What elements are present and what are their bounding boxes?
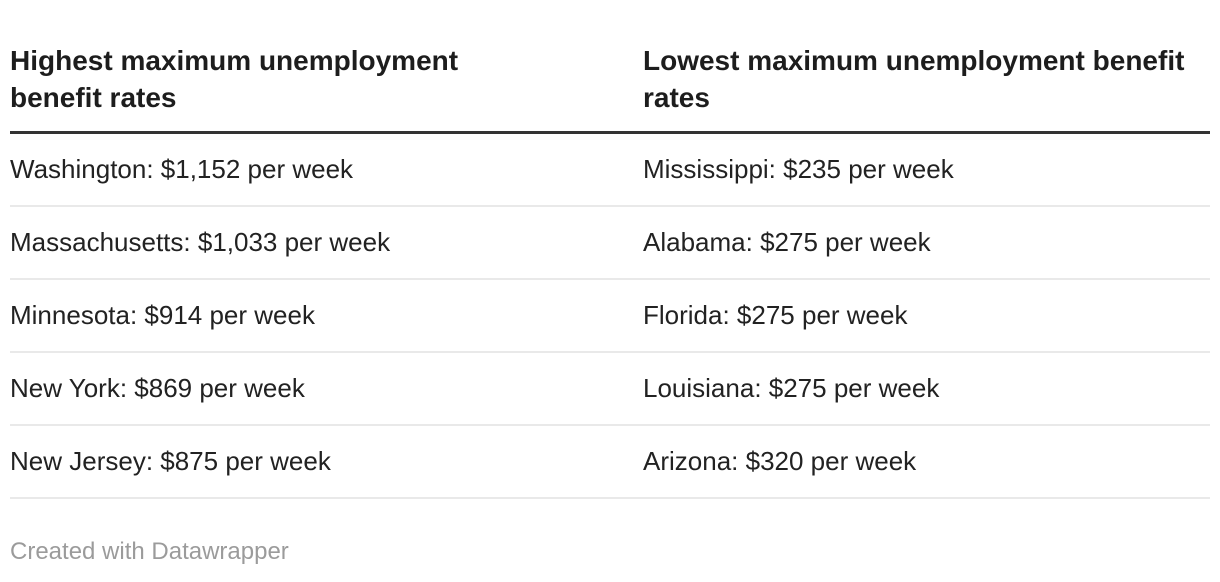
table-row: New York: $869 per week Louisiana: $275 …	[10, 353, 1210, 426]
benefit-rates-table: Highest maximum unemployment benefit rat…	[10, 0, 1210, 565]
table-row: Minnesota: $914 per week Florida: $275 p…	[10, 280, 1210, 353]
table-cell-highest: Massachusetts: $1,033 per week	[10, 227, 391, 257]
column-header-highest: Highest maximum unemployment benefit rat…	[10, 42, 610, 116]
table-cell-highest: Minnesota: $914 per week	[10, 300, 315, 330]
table-header-row: Highest maximum unemployment benefit rat…	[10, 0, 1210, 134]
table-cell-highest: Washington: $1,152 per week	[10, 154, 354, 184]
table-row: New Jersey: $875 per week Arizona: $320 …	[10, 426, 1210, 499]
table-cell-lowest: Alabama: $275 per week	[643, 227, 931, 257]
attribution: Created with Datawrapper	[10, 538, 289, 565]
table-cell-highest: New Jersey: $875 per week	[10, 446, 331, 476]
column-header-lowest-label: Lowest maximum unemployment benefit rate…	[643, 45, 1185, 113]
table-cell-lowest: Florida: $275 per week	[643, 300, 908, 330]
table-row: Washington: $1,152 per week Mississippi:…	[10, 134, 1210, 207]
table-cell-lowest: Mississippi: $235 per week	[643, 154, 954, 184]
column-header-highest-label: Highest maximum unemployment benefit rat…	[10, 45, 459, 113]
column-header-lowest: Lowest maximum unemployment benefit rate…	[610, 42, 1210, 116]
table-cell-lowest: Louisiana: $275 per week	[643, 373, 940, 403]
table-row: Massachusetts: $1,033 per week Alabama: …	[10, 207, 1210, 280]
table-cell-highest: New York: $869 per week	[10, 373, 305, 403]
table-cell-lowest: Arizona: $320 per week	[643, 446, 917, 476]
